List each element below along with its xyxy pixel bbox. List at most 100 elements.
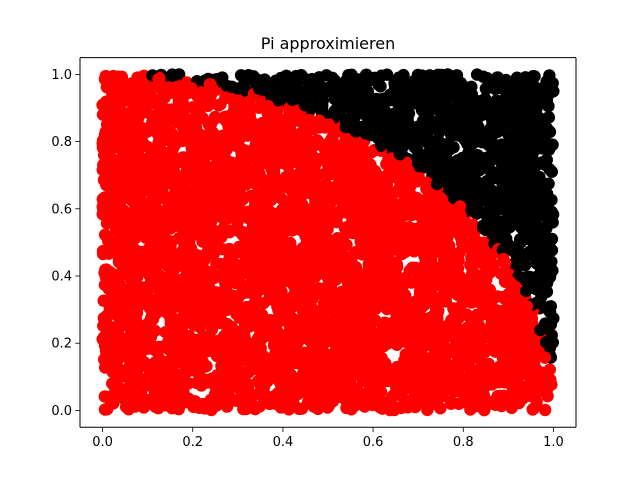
scatter-point-inside xyxy=(448,204,461,218)
scatter-point-inside xyxy=(309,332,323,345)
scatter-point-inside xyxy=(201,292,214,305)
scatter-point-inside xyxy=(479,323,492,337)
scatter-point-inside xyxy=(316,369,329,383)
scatter-point-outside xyxy=(313,71,326,84)
scatter-point-inside xyxy=(359,393,373,406)
scatter-point-inside xyxy=(154,303,167,317)
scatter-point-outside xyxy=(216,71,229,84)
scatter-point-inside xyxy=(159,221,172,234)
scatter-point-outside xyxy=(308,95,322,108)
scatter-point-inside xyxy=(501,375,515,388)
scatter-point-inside xyxy=(470,399,484,413)
scatter-point-inside xyxy=(454,323,468,337)
scatter-point-outside xyxy=(489,82,502,96)
scatter-point-inside xyxy=(466,287,479,300)
scatter-point-outside xyxy=(476,219,490,232)
scatter-point-outside xyxy=(491,166,504,179)
scatter-point-inside xyxy=(138,263,152,276)
scatter-point-inside xyxy=(167,165,181,178)
scatter-point-inside xyxy=(312,168,325,181)
scatter-point-inside xyxy=(306,303,319,316)
scatter-point-inside xyxy=(165,112,179,126)
scatter-point-outside xyxy=(423,105,436,118)
scatter-point-outside xyxy=(540,222,553,235)
scatter-point-inside xyxy=(271,103,284,116)
scatter-point-inside xyxy=(201,244,215,258)
scatter-point-inside xyxy=(388,387,402,401)
scatter-point-outside xyxy=(454,104,467,117)
scatter-point-inside xyxy=(305,136,318,149)
scatter-point-outside xyxy=(360,95,374,109)
scatter-point-inside xyxy=(178,306,191,319)
scatter-point-inside xyxy=(123,129,136,143)
scatter-point-inside xyxy=(125,240,138,253)
scatter-point-inside xyxy=(154,391,167,405)
scatter-point-inside xyxy=(206,173,219,186)
scatter-point-outside xyxy=(477,70,490,83)
scatter-point-outside xyxy=(426,149,439,162)
scatter-point-inside xyxy=(466,243,479,257)
scatter-point-inside xyxy=(497,316,510,329)
scatter-point-inside xyxy=(405,276,418,289)
scatter-point-outside xyxy=(495,98,509,112)
scatter-point-outside xyxy=(430,135,443,148)
scatter-point-inside xyxy=(252,189,266,202)
scatter-point-inside xyxy=(482,357,495,371)
scatter-point-outside xyxy=(423,69,436,82)
scatter-point-inside xyxy=(520,300,534,313)
scatter-point-inside xyxy=(384,170,398,184)
scatter-point-inside xyxy=(97,311,111,325)
scatter-point-inside xyxy=(195,208,209,222)
scatter-point-inside xyxy=(200,134,213,147)
scatter-point-inside xyxy=(181,350,194,363)
scatter-point-inside xyxy=(118,208,132,221)
scatter-point-outside xyxy=(472,153,485,167)
scatter-point-inside xyxy=(152,72,165,86)
scatter-point-inside xyxy=(511,373,524,386)
scatter-point-outside xyxy=(519,115,532,128)
scatter-point-inside xyxy=(424,259,437,273)
scatter-point-inside xyxy=(523,371,536,384)
scatter-point-outside xyxy=(454,76,468,90)
scatter-point-inside xyxy=(512,316,525,330)
scatter-point-outside xyxy=(357,73,370,87)
scatter-point-inside xyxy=(113,217,126,230)
scatter-point-inside xyxy=(192,260,206,274)
scatter-point-inside xyxy=(96,98,110,112)
scatter-point-inside xyxy=(438,243,451,257)
scatter-point-inside xyxy=(369,314,382,327)
scatter-point-inside xyxy=(232,290,245,304)
scatter-point-inside xyxy=(216,190,230,203)
scatter-point-inside xyxy=(301,265,314,278)
scatter-point-inside xyxy=(271,300,284,313)
scatter-point-outside xyxy=(495,185,509,198)
scatter-point-inside xyxy=(120,350,133,364)
scatter-point-inside xyxy=(207,316,220,330)
scatter-point-inside xyxy=(504,393,518,407)
scatter-point-inside xyxy=(489,398,502,411)
scatter-point-inside xyxy=(195,379,208,392)
scatter-point-outside xyxy=(496,243,510,257)
scatter-point-outside xyxy=(541,246,554,259)
scatter-point-inside xyxy=(293,280,307,293)
scatter-point-inside xyxy=(212,307,226,320)
scatter-point-inside xyxy=(457,219,470,232)
scatter-point-inside xyxy=(400,173,413,187)
scatter-point-inside xyxy=(406,261,419,275)
scatter-point-inside xyxy=(353,173,367,186)
scatter-point-inside xyxy=(160,364,174,377)
scatter-point-outside xyxy=(544,318,558,331)
scatter-point-inside xyxy=(129,348,142,362)
scatter-point-inside xyxy=(353,230,367,243)
scatter-point-inside xyxy=(422,392,435,405)
scatter-point-inside xyxy=(342,294,355,307)
scatter-point-outside xyxy=(246,73,259,86)
scatter-point-inside xyxy=(214,370,227,384)
scatter-point-inside xyxy=(391,360,404,374)
scatter-point-outside xyxy=(364,128,377,142)
scatter-point-inside xyxy=(161,245,174,258)
scatter-point-inside xyxy=(207,225,221,238)
scatter-point-outside xyxy=(419,119,433,132)
scatter-point-inside xyxy=(201,99,215,113)
